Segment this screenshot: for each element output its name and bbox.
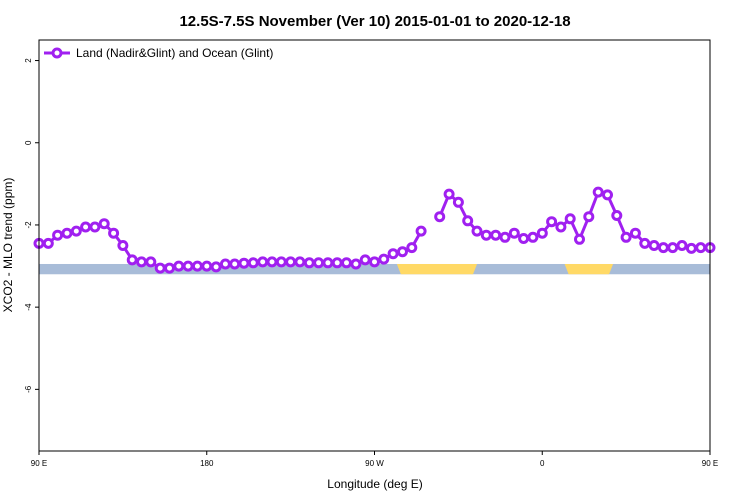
data-point-1-5 <box>480 229 492 241</box>
data-point-1-12 <box>546 216 558 228</box>
data-point-0-36 <box>369 256 380 268</box>
data-point-1-23 <box>648 240 660 251</box>
data-point-0-2 <box>52 229 64 241</box>
data-point-0-14 <box>164 262 175 274</box>
data-point-0-29 <box>303 257 315 269</box>
data-point-1-13 <box>555 221 567 233</box>
data-point-0-13 <box>154 262 166 274</box>
data-point-1-17 <box>592 186 604 198</box>
data-point-0-5 <box>80 221 92 233</box>
data-point-0-4 <box>70 225 82 237</box>
data-point-0-17 <box>191 260 203 272</box>
x-tick-label-2: 90 W <box>365 459 384 468</box>
data-point-0-16 <box>182 260 194 272</box>
data-point-0-24 <box>257 256 269 268</box>
data-point-1-6 <box>490 229 502 241</box>
legend-marker <box>51 47 63 59</box>
data-point-1-27 <box>685 242 697 254</box>
data-point-1-16 <box>583 211 595 223</box>
data-point-1-26 <box>676 240 688 251</box>
data-point-0-40 <box>406 242 418 254</box>
data-point-0-20 <box>219 258 231 270</box>
data-point-1-25 <box>667 242 679 254</box>
data-point-1-11 <box>536 227 548 239</box>
data-point-0-10 <box>126 254 138 266</box>
y-axis-ticks: 2 0 -2 -4 -6 <box>24 58 39 393</box>
x-tick-label-3: 0 <box>540 459 545 468</box>
data-point-0-15 <box>173 260 185 272</box>
data-point-0-23 <box>247 257 259 269</box>
data-point-0-22 <box>238 257 250 269</box>
data-point-1-21 <box>629 227 641 239</box>
data-point-1-15 <box>574 233 585 245</box>
series-layer <box>33 186 716 274</box>
data-point-0-41 <box>415 225 427 237</box>
data-point-0-33 <box>341 257 352 269</box>
data-point-1-7 <box>499 231 511 243</box>
data-point-0-8 <box>108 227 120 239</box>
data-point-1-2 <box>452 196 464 208</box>
data-point-0-31 <box>322 257 334 269</box>
data-point-0-32 <box>331 257 343 269</box>
data-point-0-30 <box>313 257 325 269</box>
data-point-0-21 <box>229 258 241 270</box>
data-point-0-7 <box>98 218 110 230</box>
data-point-0-12 <box>145 256 157 268</box>
x-axis-ticks: 90 E 180 90 W 0 90 E <box>31 451 718 468</box>
data-point-1-10 <box>527 231 539 243</box>
data-point-0-37 <box>378 253 390 265</box>
data-point-0-39 <box>397 246 408 258</box>
data-point-1-3 <box>462 215 474 227</box>
y-axis-label: XCO2 - MLO trend (ppm) <box>1 178 15 313</box>
data-point-1-14 <box>564 213 576 225</box>
data-point-1-24 <box>657 242 669 254</box>
data-point-0-11 <box>136 256 147 268</box>
data-point-1-0 <box>434 211 446 223</box>
ocean-band <box>39 263 710 275</box>
data-point-1-4 <box>471 225 483 237</box>
y-tick-label-4: -6 <box>24 385 33 393</box>
y-tick-label-1: 0 <box>24 140 33 145</box>
data-point-0-26 <box>275 256 287 268</box>
x-axis-label: Longitude (deg E) <box>327 477 422 491</box>
data-point-1-19 <box>611 210 623 221</box>
data-point-0-38 <box>387 248 399 260</box>
y-tick-label-0: 2 <box>24 58 33 63</box>
y-tick-label-3: -4 <box>24 303 33 311</box>
data-point-0-35 <box>359 254 371 266</box>
x-tick-label-1: 180 <box>200 459 214 468</box>
chart-title: 12.5S-7.5S November (Ver 10) 2015-01-01 … <box>179 13 570 30</box>
data-point-0-18 <box>201 260 213 272</box>
data-point-0-28 <box>294 256 306 268</box>
data-point-0-25 <box>266 256 278 268</box>
surface-band <box>39 263 710 275</box>
data-point-1-20 <box>620 231 632 243</box>
x-tick-label-4: 90 E <box>702 459 718 468</box>
data-point-1-18 <box>602 189 613 201</box>
y-tick-label-2: -2 <box>24 221 33 229</box>
data-point-1-22 <box>639 237 651 249</box>
data-point-1-1 <box>443 188 455 200</box>
data-point-0-19 <box>210 261 222 273</box>
data-point-0-6 <box>89 221 101 233</box>
legend-label: Land (Nadir&Glint) and Ocean (Glint) <box>76 46 273 60</box>
data-point-0-9 <box>117 240 129 251</box>
legend: Land (Nadir&Glint) and Ocean (Glint) <box>44 46 273 60</box>
x-tick-label-0: 90 E <box>31 459 47 468</box>
data-point-1-8 <box>508 227 520 239</box>
land-band-0 <box>396 263 478 275</box>
land-band-1 <box>564 263 614 275</box>
data-point-0-3 <box>61 227 73 239</box>
data-point-1-9 <box>518 233 530 244</box>
data-point-0-1 <box>42 237 54 249</box>
data-point-0-34 <box>350 258 362 270</box>
data-point-1-28 <box>695 242 707 254</box>
plot-frame <box>38 39 711 452</box>
data-point-0-27 <box>285 256 297 268</box>
